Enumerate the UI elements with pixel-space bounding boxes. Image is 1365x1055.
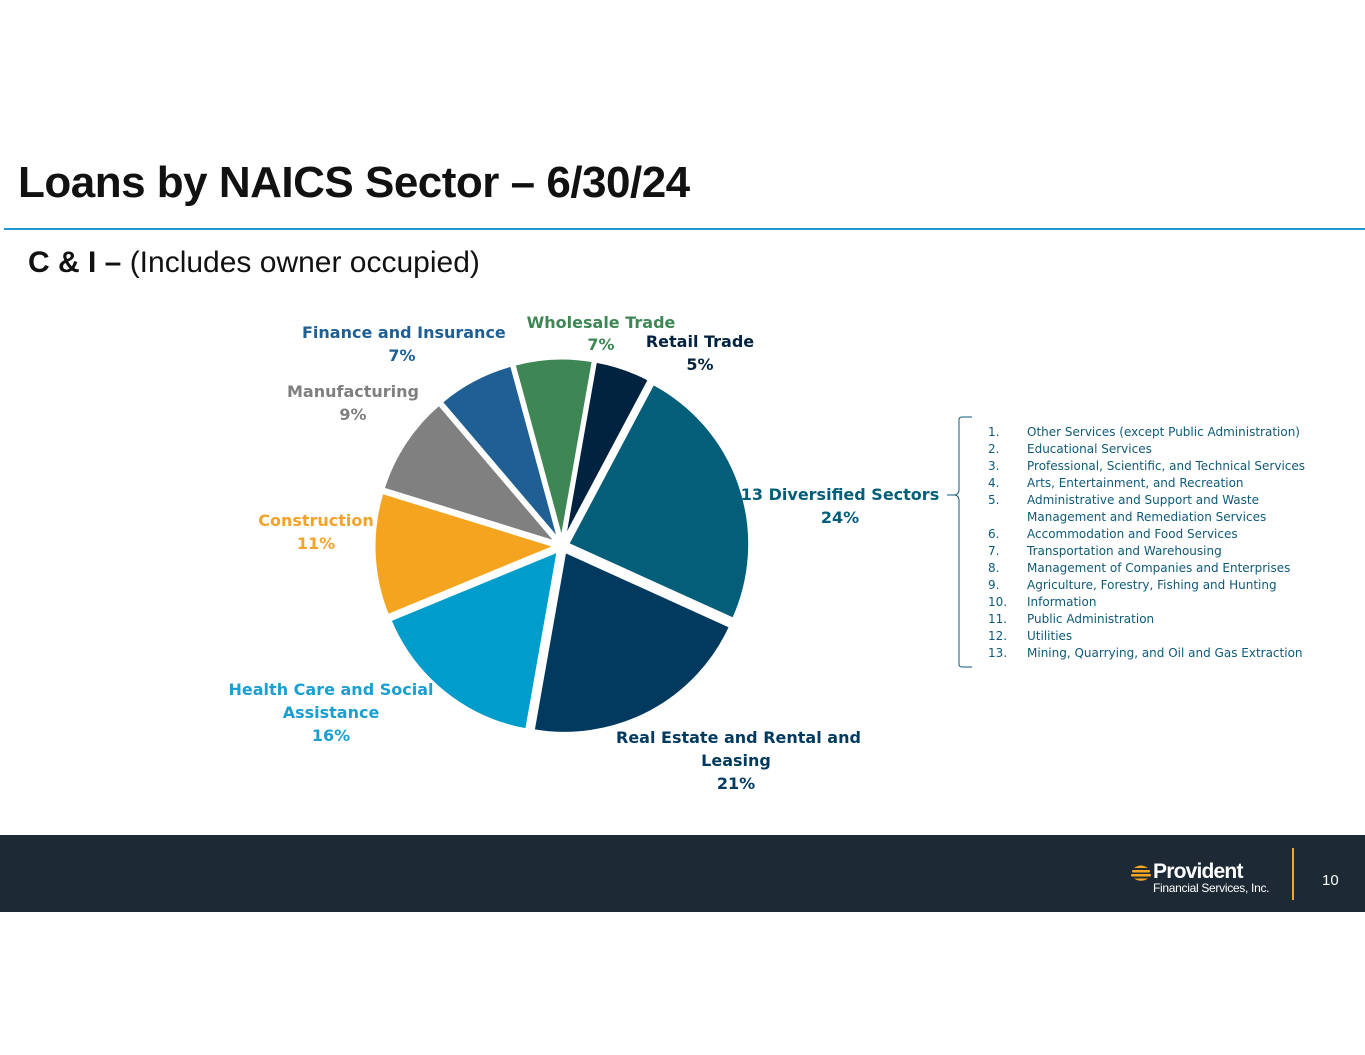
sector-number: 8. [988, 561, 1000, 575]
pie-slice-construction [372, 490, 561, 618]
sector-name: Administrative and Support and Waste Man… [1027, 493, 1267, 524]
sector-name: Information [1027, 595, 1097, 609]
sector-name: Transportation and Warehousing [1027, 544, 1222, 558]
sector-name: Mining, Quarrying, and Oil and Gas Extra… [1027, 646, 1303, 660]
sector-name: Professional, Scientific, and Technical … [1027, 459, 1306, 473]
label-manufacturing: Manufacturing 9% [273, 380, 433, 426]
logo-name: Provident [1153, 860, 1243, 883]
label-manufacturing-name: Manufacturing [287, 382, 419, 401]
label-construction-pct: 11% [296, 534, 336, 553]
pie-slice-real-estate-and-rental-and-leasing [531, 549, 733, 735]
label-manufacturing-pct: 9% [339, 405, 367, 424]
sector-list-item: 5. Administrative and Support and Waste M… [988, 492, 1307, 526]
label-retail-name: Retail Trade [645, 332, 755, 351]
sector-number: 11. [988, 612, 1008, 626]
sector-list-item: 9. Agriculture, Forestry, Fishing and Hun… [988, 577, 1307, 594]
sector-number: 2. [988, 442, 1000, 456]
sector-name: Agriculture, Forestry, Fishing and Hunti… [1027, 578, 1277, 592]
label-wholesale-pct: 7% [587, 335, 615, 354]
subtitle-bold: C & I – [28, 246, 122, 279]
pie-slice-finance-and-insurance [439, 363, 561, 542]
label-finance-pct: 7% [388, 346, 416, 365]
pie-slice-retail-trade [562, 359, 652, 542]
label-health-name-1: Health Care and Social [228, 680, 434, 699]
sector-number: 3. [988, 459, 1000, 473]
label-wholesale-name: Wholesale Trade [526, 313, 676, 332]
label-finance-name: Finance and Insurance [302, 323, 506, 342]
pie-slice-health-care-and-social-assistance [388, 548, 561, 732]
sector-name: Arts, Entertainment, and Recreation [1027, 476, 1244, 490]
sector-number: 6. [988, 527, 1000, 541]
sector-number: 4. [988, 476, 1000, 490]
sector-list-item: 7. Transportation and Warehousing [988, 543, 1307, 560]
sector-number: 1. [988, 425, 1000, 439]
sector-list-item: 10. Information [988, 594, 1307, 611]
label-health-name-2: Assistance [282, 703, 380, 722]
footer-divider [1292, 848, 1294, 900]
sector-list-bracket [947, 416, 972, 668]
sector-number: 9. [988, 578, 1000, 592]
label-diversified-name: 13 Diversified Sectors [740, 485, 940, 504]
sector-name: Accommodation and Food Services [1027, 527, 1238, 541]
sector-name: Utilities [1027, 629, 1073, 643]
title-divider [4, 228, 1365, 230]
label-finance: Finance and Insurance 7% [302, 321, 506, 367]
sector-list-item: 11. Public Administration [988, 611, 1307, 628]
sector-list-item: 1. Other Services (except Public Administ… [988, 424, 1307, 441]
label-health-care: Health Care and Social Assistance 16% [226, 678, 436, 747]
label-diversified: 13 Diversified Sectors 24% [740, 483, 940, 529]
label-diversified-pct: 24% [820, 508, 860, 527]
sector-list-item: 3. Professional, Scientific, and Technica… [988, 458, 1307, 475]
sector-number: 13. [988, 646, 1008, 660]
sector-list-item: 6. Accommodation and Food Services [988, 526, 1307, 543]
sector-number: 7. [988, 544, 1000, 558]
chart-subtitle: C & I – (Includes owner occupied) [28, 246, 480, 280]
sector-list-item: 13. Mining, Quarrying, and Oil and Gas Ex… [988, 645, 1307, 662]
label-real-estate-name-2: Leasing [701, 751, 771, 770]
sector-list-item: 2. Educational Services [988, 441, 1307, 458]
page-number: 10 [1322, 872, 1339, 889]
label-construction: Construction 11% [246, 509, 386, 555]
provident-logo-icon [1131, 865, 1151, 881]
sector-name: Other Services (except Public Administra… [1027, 425, 1300, 439]
label-real-estate-name-1: Real Estate and Rental and [616, 728, 861, 747]
label-retail-pct: 5% [686, 355, 714, 374]
sector-number: 12. [988, 629, 1008, 643]
sector-number: 10. [988, 595, 1008, 609]
label-real-estate: Real Estate and Rental and Leasing 21% [616, 726, 861, 795]
pie-slice-wholesale-trade [512, 356, 596, 541]
sector-list-item: 8. Management of Companies and Enterprise… [988, 560, 1307, 577]
sector-name: Educational Services [1027, 442, 1152, 456]
label-real-estate-pct: 21% [716, 774, 756, 793]
label-health-pct: 16% [311, 726, 351, 745]
label-construction-name: Construction [258, 511, 374, 530]
label-wholesale: Wholesale Trade 7% [521, 312, 681, 356]
pie-slice-manufacturing [381, 401, 562, 546]
sector-name: Public Administration [1027, 612, 1155, 626]
diversified-sectors-list: 1. Other Services (except Public Administ… [988, 424, 1307, 662]
logo-subtitle: Financial Services, Inc. [1153, 881, 1270, 895]
label-retail: Retail Trade 5% [640, 330, 760, 376]
sector-name: Management of Companies and Enterprises [1027, 561, 1291, 575]
sector-list-item: 4. Arts, Entertainment, and Recreation [988, 475, 1307, 492]
pie-slice-13-diversified-sectors [565, 381, 752, 622]
subtitle-rest: (Includes owner occupied) [121, 246, 480, 279]
sector-number: 5. [988, 493, 1000, 507]
page-title: Loans by NAICS Sector – 6/30/24 [18, 158, 690, 207]
sector-list-item: 12. Utilities [988, 628, 1307, 645]
footer-bar [0, 835, 1365, 912]
